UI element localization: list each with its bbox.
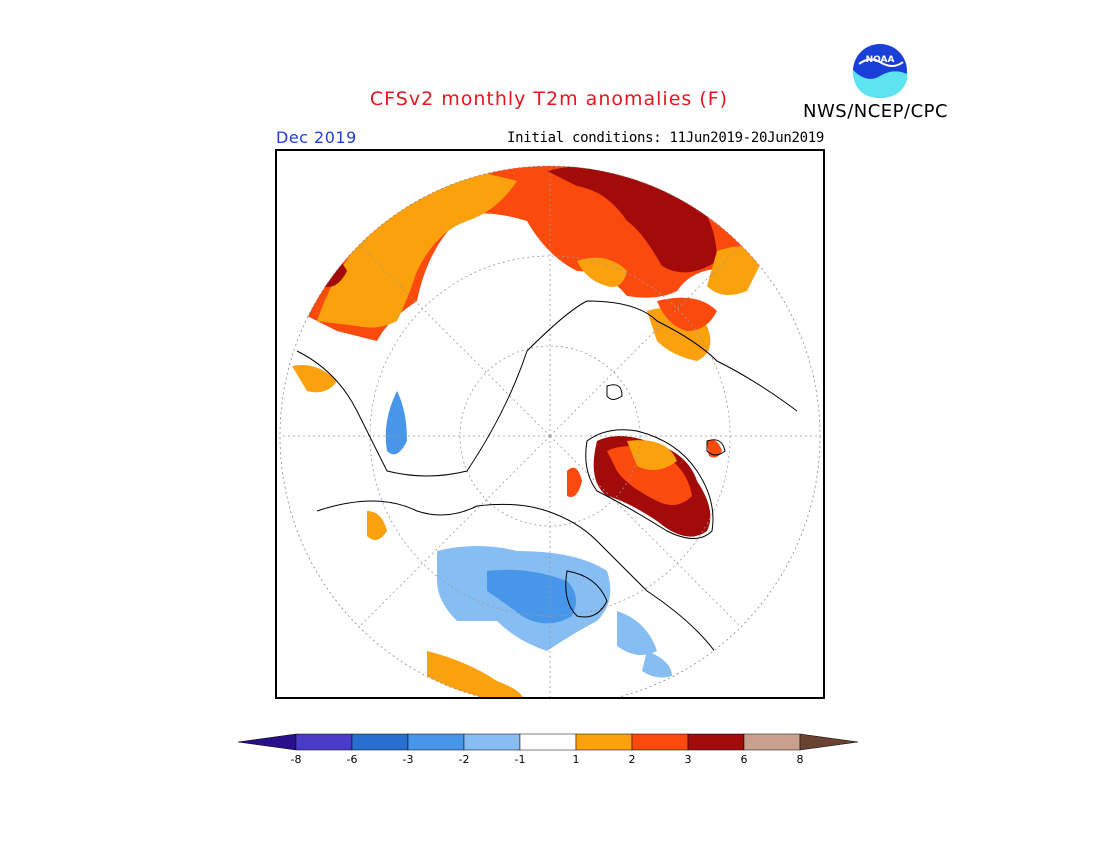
colorbar-tick-label: -1 [514, 753, 526, 766]
coastline-svalbard [606, 384, 623, 400]
colorbar-tick-label: -2 [458, 753, 470, 766]
coastline-iceland [706, 439, 726, 456]
colorbar-bin-high-arrow [799, 733, 859, 751]
colorbar-tick-label: -8 [290, 753, 302, 766]
colorbar-bin [519, 733, 577, 751]
anomaly-region-1to2-us [427, 651, 524, 697]
anomaly-region-2to1-hudson [617, 611, 657, 655]
anomaly-region-1to2-siberia [577, 257, 627, 287]
anomaly-region-2to1-labrador [642, 651, 672, 678]
colorbar-tick-label: -3 [402, 753, 414, 766]
colorbar-tick-label: 8 [796, 753, 804, 766]
colorbar-bin [351, 733, 409, 751]
colorbar-bin [743, 733, 801, 751]
anomaly-region-1to2-eurasia [317, 171, 517, 328]
agency-label: NWS/NCEP/CPC [803, 101, 949, 122]
coastline-eurasia [296, 300, 798, 477]
anomaly-region-2to3-alaska [657, 297, 717, 331]
colorbar-bin [463, 733, 521, 751]
polar-stereographic-map [279, 165, 821, 697]
coastline-north-america [316, 500, 728, 672]
colorbar [238, 733, 859, 751]
colorbar-tick-label: 1 [572, 753, 580, 766]
coastline-hudson-bay [565, 570, 608, 618]
colorbar-bin [631, 733, 689, 751]
colorbar-bin [575, 733, 633, 751]
colorbar-tick-label: 6 [740, 753, 748, 766]
colorbar-tick-label: 2 [628, 753, 636, 766]
map-boundary [279, 165, 821, 697]
colorbar-bin [295, 733, 353, 751]
colorbar-tick-label: -6 [346, 753, 358, 766]
chart-title: CFSv2 monthly T2m anomalies (F) [369, 88, 729, 110]
anomaly-region-3to2-alaska-pacific [385, 391, 407, 455]
valid-month: Dec 2019 [276, 128, 357, 147]
colorbar-bin-low-arrow [238, 733, 297, 751]
colorbar-tick-label: 3 [684, 753, 692, 766]
anomaly-region-1to2-mediterranean [292, 365, 337, 393]
initial-conditions: Initial conditions: 11Jun2019-20Jun2019 [506, 130, 824, 146]
anomaly-region-2to3-baffin [567, 467, 582, 497]
anomaly-region-1to2-chukotka [707, 246, 767, 295]
colorbar-bin [687, 733, 745, 751]
coastline-greenland [585, 429, 714, 539]
noaa-logo-text: NOAA [866, 55, 895, 65]
noaa-logo: NOAA [850, 41, 910, 101]
colorbar-bin [407, 733, 465, 751]
anomaly-region-2to3-svalbard [707, 439, 722, 458]
anomaly-region-1to2-pacific [367, 511, 387, 540]
map-frame [275, 149, 825, 699]
anomaly-region-3to2-canada [487, 569, 576, 624]
